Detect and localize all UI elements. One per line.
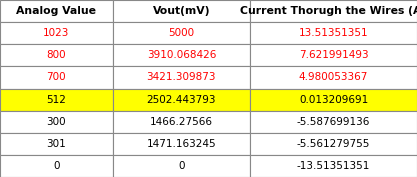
Text: 301: 301: [46, 139, 66, 149]
Bar: [0, 0, 113, 22]
Text: 0.013209691: 0.013209691: [299, 95, 368, 105]
Bar: [113, 66, 250, 88]
Bar: [0, 22, 113, 44]
Text: 13.51351351: 13.51351351: [299, 28, 368, 38]
Bar: [113, 111, 250, 133]
Bar: [113, 44, 250, 66]
Text: 4.980053367: 4.980053367: [299, 72, 368, 82]
Bar: [0, 111, 113, 133]
Text: 3421.309873: 3421.309873: [147, 72, 216, 82]
Text: -5.561279755: -5.561279755: [297, 139, 370, 149]
Text: Vout(mV): Vout(mV): [153, 6, 210, 16]
Text: 7.621991493: 7.621991493: [299, 50, 368, 60]
Text: -13.51351351: -13.51351351: [297, 161, 370, 171]
Bar: [250, 66, 417, 88]
Text: 2502.443793: 2502.443793: [147, 95, 216, 105]
Bar: [0, 155, 113, 177]
Text: 300: 300: [46, 117, 66, 127]
Text: 3910.068426: 3910.068426: [147, 50, 216, 60]
Bar: [0, 44, 113, 66]
Bar: [250, 155, 417, 177]
Bar: [113, 22, 250, 44]
Bar: [113, 0, 250, 22]
Bar: [250, 133, 417, 155]
Bar: [250, 88, 417, 111]
Bar: [250, 0, 417, 22]
Text: 800: 800: [46, 50, 66, 60]
Bar: [113, 88, 250, 111]
Bar: [0, 66, 113, 88]
Bar: [113, 133, 250, 155]
Text: 0: 0: [178, 161, 185, 171]
Text: 1471.163245: 1471.163245: [147, 139, 216, 149]
Text: 1023: 1023: [43, 28, 70, 38]
Text: 0: 0: [53, 161, 60, 171]
Bar: [0, 133, 113, 155]
Text: 1466.27566: 1466.27566: [150, 117, 213, 127]
Bar: [250, 44, 417, 66]
Bar: [250, 111, 417, 133]
Text: 512: 512: [46, 95, 66, 105]
Text: 700: 700: [46, 72, 66, 82]
Bar: [113, 155, 250, 177]
Bar: [0, 88, 113, 111]
Text: Analog Value: Analog Value: [16, 6, 96, 16]
Text: -5.587699136: -5.587699136: [297, 117, 370, 127]
Bar: [250, 22, 417, 44]
Text: Current Thorugh the Wires (A): Current Thorugh the Wires (A): [241, 6, 417, 16]
Text: 5000: 5000: [168, 28, 194, 38]
